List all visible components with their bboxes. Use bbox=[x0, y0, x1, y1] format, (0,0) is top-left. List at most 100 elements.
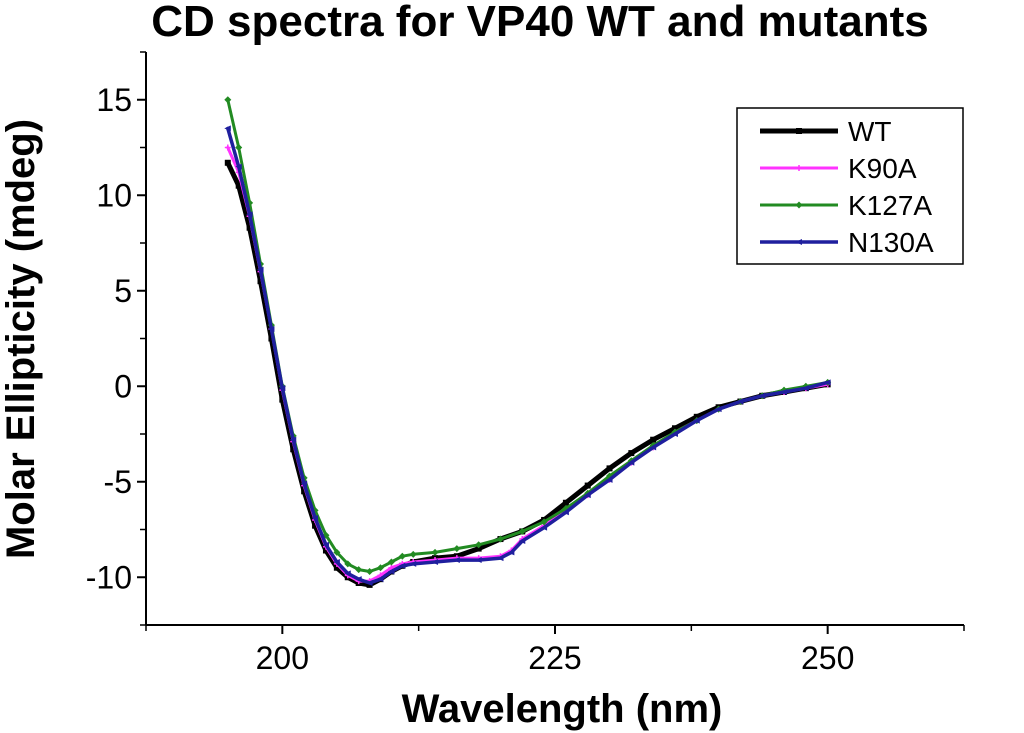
data-point bbox=[322, 541, 329, 548]
data-point bbox=[628, 450, 635, 457]
x-axis-label: Wavelength (nm) bbox=[402, 687, 723, 731]
data-point bbox=[584, 482, 591, 489]
data-point bbox=[518, 527, 526, 535]
data-point bbox=[409, 560, 417, 567]
legend-label: N130A bbox=[848, 227, 934, 258]
data-point bbox=[758, 392, 766, 399]
data-point bbox=[344, 560, 352, 568]
legend-entry: N130A bbox=[760, 227, 934, 258]
data-point bbox=[562, 499, 569, 506]
y-tick-label: -5 bbox=[104, 464, 132, 500]
data-point bbox=[376, 564, 384, 572]
data-point bbox=[344, 570, 351, 577]
legend-label: WT bbox=[848, 116, 892, 147]
data-point bbox=[246, 224, 253, 231]
data-point bbox=[496, 555, 504, 562]
data-point bbox=[496, 535, 504, 543]
x-tick-label: 200 bbox=[256, 640, 309, 676]
legend: WT K90A K127A N130A bbox=[736, 107, 964, 265]
series-layer bbox=[224, 96, 832, 588]
data-point bbox=[398, 552, 406, 560]
data-point bbox=[606, 465, 613, 472]
chart-title: CD spectra for VP40 WT and mutants bbox=[151, 0, 928, 46]
data-point bbox=[650, 436, 657, 443]
data-point bbox=[290, 446, 297, 453]
data-point bbox=[279, 396, 286, 403]
legend-marker bbox=[795, 201, 803, 209]
data-point bbox=[224, 159, 231, 166]
data-point bbox=[431, 558, 439, 565]
x-tick-label: 225 bbox=[528, 640, 581, 676]
data-point bbox=[300, 480, 308, 487]
data-point bbox=[366, 568, 374, 576]
data-point bbox=[671, 425, 678, 432]
data-point bbox=[312, 522, 319, 529]
data-point bbox=[518, 537, 526, 544]
data-point bbox=[802, 385, 809, 392]
data-point bbox=[257, 266, 264, 273]
y-tick-label: -10 bbox=[86, 559, 132, 595]
y-axis-label: Molar Ellipticity (mdeg) bbox=[0, 119, 43, 559]
data-point bbox=[736, 398, 744, 405]
data-point bbox=[540, 518, 548, 526]
legend-marker bbox=[796, 128, 802, 134]
data-point bbox=[235, 163, 242, 170]
data-point bbox=[311, 515, 319, 522]
data-point bbox=[453, 545, 461, 553]
data-point bbox=[224, 96, 232, 104]
data-point bbox=[267, 325, 275, 332]
data-point bbox=[301, 488, 308, 495]
legend-label: K90A bbox=[848, 153, 917, 184]
data-point bbox=[224, 144, 231, 151]
data-point bbox=[475, 541, 483, 549]
data-point bbox=[387, 568, 395, 575]
y-tick-label: 10 bbox=[96, 177, 132, 213]
y-tick-label: 5 bbox=[114, 273, 132, 309]
legend-entry: K127A bbox=[760, 190, 932, 221]
data-point bbox=[606, 476, 613, 483]
y-tick-label: 0 bbox=[114, 368, 132, 404]
data-point bbox=[693, 413, 700, 420]
plot-area: 200 225 250 -10 -5 0 5 10 15 bbox=[86, 51, 965, 676]
legend-box bbox=[736, 107, 964, 265]
data-point bbox=[475, 557, 482, 564]
data-point bbox=[333, 548, 341, 556]
data-point bbox=[584, 492, 591, 499]
data-point bbox=[540, 524, 548, 531]
data-point bbox=[278, 385, 286, 392]
data-point bbox=[507, 549, 515, 556]
data-point bbox=[453, 557, 460, 564]
data-point bbox=[235, 182, 242, 189]
data-point bbox=[366, 579, 373, 586]
data-point bbox=[649, 444, 657, 451]
data-point bbox=[824, 379, 831, 386]
y-tick-label: 15 bbox=[96, 82, 132, 118]
data-point bbox=[246, 211, 253, 218]
legend-marker bbox=[796, 165, 802, 171]
data-point bbox=[693, 417, 700, 424]
data-point bbox=[671, 431, 678, 437]
data-point bbox=[431, 548, 439, 556]
axis-ticks: 200 225 250 -10 -5 0 5 10 15 bbox=[86, 51, 965, 676]
data-point bbox=[398, 562, 406, 569]
data-point bbox=[322, 547, 329, 554]
data-point bbox=[780, 388, 788, 395]
data-point bbox=[333, 558, 340, 565]
data-point bbox=[475, 545, 482, 552]
data-point bbox=[355, 566, 363, 574]
series-n130a bbox=[224, 125, 831, 586]
data-point bbox=[235, 144, 243, 151]
data-point bbox=[376, 576, 384, 583]
legend-items: WT K90A K127A N130A bbox=[760, 116, 934, 258]
legend-marker bbox=[795, 239, 802, 245]
data-point bbox=[366, 581, 373, 588]
x-tick-label: 250 bbox=[801, 640, 854, 676]
data-point bbox=[627, 459, 635, 466]
legend-label: K127A bbox=[848, 190, 932, 221]
data-point bbox=[289, 436, 297, 443]
series-line bbox=[226, 126, 830, 585]
data-point bbox=[715, 406, 722, 413]
data-point bbox=[409, 550, 417, 558]
data-point bbox=[387, 558, 395, 566]
data-point bbox=[333, 564, 340, 571]
